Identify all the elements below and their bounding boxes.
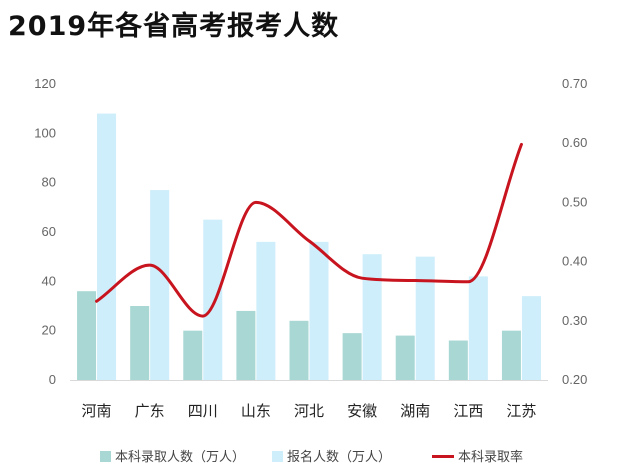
x-category-label: 四川: [188, 402, 218, 420]
bar-admitted: [395, 335, 415, 380]
x-category-label: 安徽: [347, 402, 377, 420]
legend-swatch: [100, 451, 111, 462]
y-right-tick-label: 0.50: [562, 194, 587, 209]
y-left-tick-label: 80: [42, 175, 56, 190]
y-right-tick-label: 0.30: [562, 313, 587, 328]
bar-applicants: [97, 113, 117, 380]
y-left-tick-label: 20: [42, 323, 56, 338]
bar-admitted: [236, 310, 256, 380]
y-right-tick-label: 0.20: [562, 372, 587, 387]
x-category-label: 山东: [241, 402, 271, 420]
y-left-tick-label: 40: [42, 273, 56, 288]
legend-label: 本科录取率: [458, 449, 523, 465]
y-right-tick-label: 0.60: [562, 135, 587, 150]
x-category-label: 江苏: [506, 402, 536, 420]
bar-admitted: [77, 291, 97, 380]
bar-admitted: [130, 306, 150, 380]
x-category-label: 河南: [82, 402, 112, 420]
bar-admitted: [342, 333, 362, 380]
bar-applicants: [362, 254, 382, 380]
bar-applicants: [203, 219, 223, 380]
y-left-tick-label: 60: [42, 224, 56, 239]
y-right-tick-label: 0.70: [562, 76, 587, 91]
bar-applicants: [521, 296, 541, 380]
chart-title: 2019年各省高考报考人数: [8, 11, 340, 42]
bar-admitted: [501, 330, 521, 380]
bar-applicants: [150, 190, 170, 380]
y-left-tick-label: 0: [49, 372, 56, 387]
bar-applicants: [468, 276, 488, 380]
bar-applicants: [415, 256, 435, 380]
line-admission-rate: [95, 142, 523, 318]
y-right-tick-label: 0.40: [562, 254, 587, 269]
bar-applicants: [256, 241, 276, 380]
legend-label: 报名人数（万人）: [287, 449, 391, 465]
bar-admitted: [289, 320, 309, 380]
legend-swatch: [272, 451, 283, 462]
bar-applicants: [309, 241, 329, 380]
bar-admitted: [183, 330, 203, 380]
y-left-tick-label: 120: [34, 76, 56, 91]
x-category-label: 广东: [135, 402, 165, 420]
bar-admitted: [448, 340, 468, 380]
legend-label: 本科录取人数（万人）: [115, 450, 245, 465]
y-left-tick-label: 100: [34, 125, 56, 140]
x-category-label: 河北: [294, 402, 324, 420]
x-category-label: 湖南: [400, 402, 430, 420]
x-category-label: 江西: [453, 402, 483, 420]
